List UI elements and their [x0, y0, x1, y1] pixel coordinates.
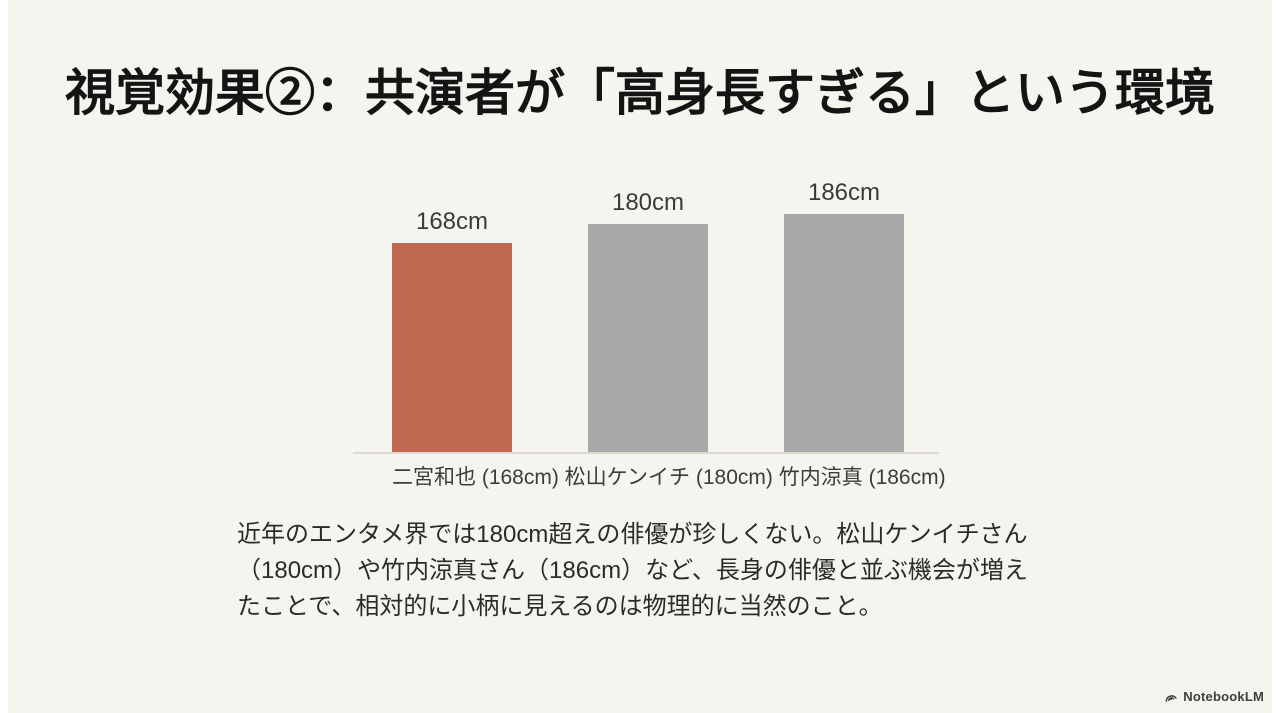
- bar-group-ninomiya: 168cm: [392, 208, 512, 452]
- bar-ninomiya: [392, 243, 512, 452]
- bar-takeuchi: [784, 214, 904, 452]
- bar-chart: 168cm 180cm 186cm: [392, 0, 904, 452]
- body-line-2: （180cm）や竹内涼真さん（186cm）など、長身の俳優と並ぶ機会が増え: [237, 557, 1028, 584]
- bar-value-label: 186cm: [807, 179, 881, 206]
- slide: 視覚効果②：共演者が「高身長すぎる」という環境 168cm 180cm 186c…: [8, 0, 1272, 713]
- body-line-3: たことで、相対的に小柄に見えるのは物理的に当然のこと。: [237, 593, 883, 620]
- slide-title: 視覚効果②：共演者が「高身長すぎる」という環境: [65, 65, 1215, 121]
- body-text: 近年のエンタメ界では180cm超えの俳優が珍しくない。松山ケンイチさん （180…: [237, 517, 1137, 625]
- bar-group-matsuyama: 180cm: [588, 189, 708, 452]
- bar-matsuyama: [588, 224, 708, 452]
- bar-chart-plot-area: 168cm 180cm 186cm: [392, 0, 904, 452]
- chart-caption: 二宮和也 (168cm) 松山ケンイチ (180cm) 竹内涼真 (186cm): [392, 466, 946, 489]
- chart-baseline: [353, 452, 939, 454]
- bar-group-takeuchi: 186cm: [784, 179, 904, 452]
- body-line-1: 近年のエンタメ界では180cm超えの俳優が珍しくない。松山ケンイチさん: [237, 521, 1028, 548]
- bar-value-label: 180cm: [611, 189, 685, 216]
- notebooklm-watermark: NotebookLM: [1163, 689, 1264, 704]
- notebooklm-logo-icon: [1163, 689, 1178, 704]
- watermark-label: NotebookLM: [1183, 689, 1264, 704]
- bar-value-label: 168cm: [415, 208, 489, 235]
